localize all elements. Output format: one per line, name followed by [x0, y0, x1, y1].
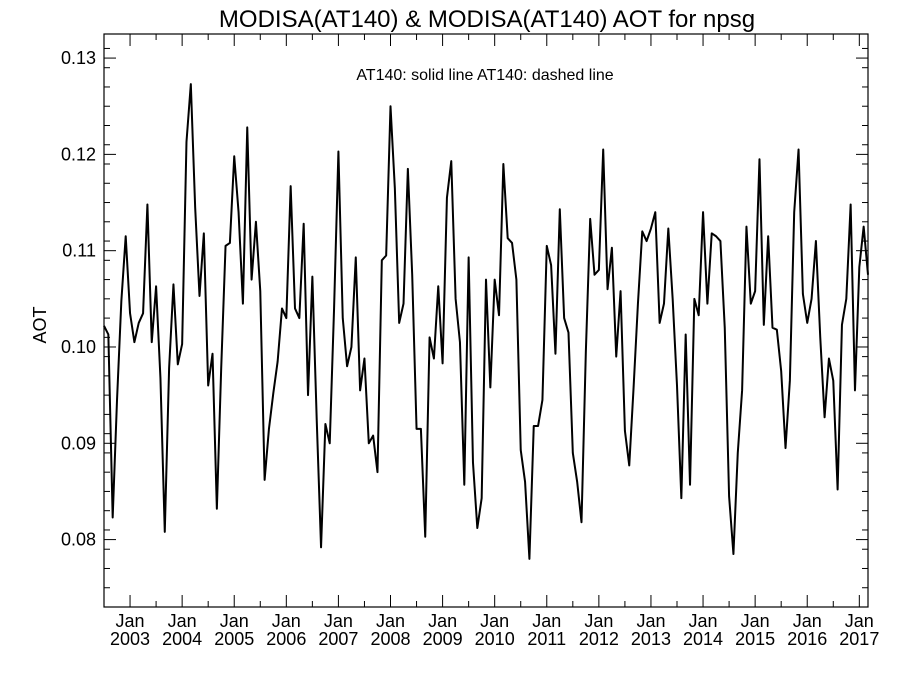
x-tick-label-year: 2010	[475, 629, 515, 649]
y-tick-label: 0.11	[62, 241, 96, 261]
x-tick-label-year: 2007	[318, 629, 358, 649]
x-tick-label-year: 2009	[423, 629, 463, 649]
x-tick-label-year: 2006	[266, 629, 306, 649]
x-tick-label-year: 2017	[839, 629, 879, 649]
x-tick-label-month: Jan	[220, 611, 249, 631]
y-tick-label: 0.13	[61, 48, 96, 68]
x-tick-label-year: 2004	[162, 629, 202, 649]
x-tick-label-year: 2015	[735, 629, 775, 649]
x-tick-label-month: Jan	[793, 611, 822, 631]
y-tick-label: 0.12	[61, 144, 96, 164]
axis-ticks: 0.080.090.100.110.120.13Jan2003Jan2004Ja…	[61, 34, 879, 649]
x-tick-label-month: Jan	[324, 611, 353, 631]
x-tick-label-year: 2005	[214, 629, 254, 649]
x-tick-label-month: Jan	[636, 611, 665, 631]
chart-annotation: AT140: solid line AT140: dashed line	[356, 67, 613, 84]
x-tick-label-year: 2014	[683, 629, 723, 649]
x-tick-label-month: Jan	[168, 611, 197, 631]
y-tick-label: 0.10	[61, 337, 96, 357]
chart-title: MODISA(AT140) & MODISA(AT140) AOT for np…	[219, 6, 755, 33]
x-tick-label-month: Jan	[428, 611, 457, 631]
x-tick-label-year: 2016	[787, 629, 827, 649]
x-tick-label-month: Jan	[845, 611, 874, 631]
x-tick-label-month: Jan	[376, 611, 405, 631]
series-layer	[103, 83, 869, 560]
x-tick-label-year: 2008	[370, 629, 410, 649]
y-tick-label: 0.08	[61, 530, 96, 550]
x-tick-label-year: 2013	[631, 629, 671, 649]
series-line-solid	[103, 83, 869, 560]
x-tick-label-year: 2012	[579, 629, 619, 649]
x-tick-label-year: 2011	[527, 629, 566, 649]
y-axis-label: AOT	[30, 306, 50, 343]
x-tick-label-month: Jan	[584, 611, 613, 631]
y-tick-label: 0.09	[61, 433, 96, 453]
x-tick-label-month: Jan	[532, 611, 561, 631]
x-tick-label-month: Jan	[741, 611, 770, 631]
plot-frame	[103, 33, 869, 608]
x-tick-label-month: Jan	[116, 611, 145, 631]
x-tick-label-month: Jan	[689, 611, 718, 631]
x-tick-label-month: Jan	[480, 611, 509, 631]
x-tick-label-month: Jan	[272, 611, 301, 631]
x-tick-label-year: 2003	[110, 629, 150, 649]
